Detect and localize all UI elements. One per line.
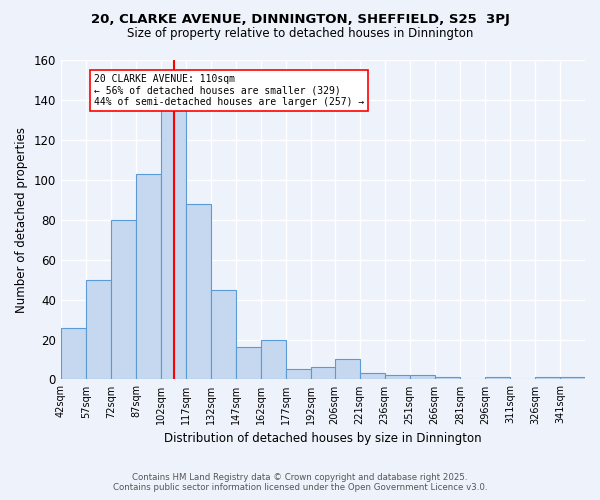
Text: Size of property relative to detached houses in Dinnington: Size of property relative to detached ho… bbox=[127, 28, 473, 40]
Bar bbox=[211, 290, 236, 380]
Text: Contains HM Land Registry data © Crown copyright and database right 2025.
Contai: Contains HM Land Registry data © Crown c… bbox=[113, 473, 487, 492]
Bar bbox=[385, 376, 410, 380]
Bar bbox=[286, 370, 311, 380]
Bar bbox=[560, 378, 585, 380]
Bar bbox=[161, 110, 186, 380]
X-axis label: Distribution of detached houses by size in Dinnington: Distribution of detached houses by size … bbox=[164, 432, 482, 445]
Bar bbox=[236, 348, 261, 380]
Text: 20 CLARKE AVENUE: 110sqm
← 56% of detached houses are smaller (329)
44% of semi-: 20 CLARKE AVENUE: 110sqm ← 56% of detach… bbox=[94, 74, 364, 107]
Bar bbox=[61, 328, 86, 380]
Bar bbox=[410, 376, 435, 380]
Text: 20, CLARKE AVENUE, DINNINGTON, SHEFFIELD, S25  3PJ: 20, CLARKE AVENUE, DINNINGTON, SHEFFIELD… bbox=[91, 12, 509, 26]
Bar bbox=[86, 280, 111, 380]
Bar bbox=[485, 378, 510, 380]
Bar bbox=[359, 374, 385, 380]
Bar bbox=[535, 378, 560, 380]
Bar bbox=[111, 220, 136, 380]
Bar bbox=[435, 378, 460, 380]
Bar bbox=[186, 204, 211, 380]
Bar bbox=[335, 360, 359, 380]
Bar bbox=[136, 174, 161, 380]
Bar bbox=[261, 340, 286, 380]
Bar bbox=[311, 368, 336, 380]
Y-axis label: Number of detached properties: Number of detached properties bbox=[15, 126, 28, 312]
